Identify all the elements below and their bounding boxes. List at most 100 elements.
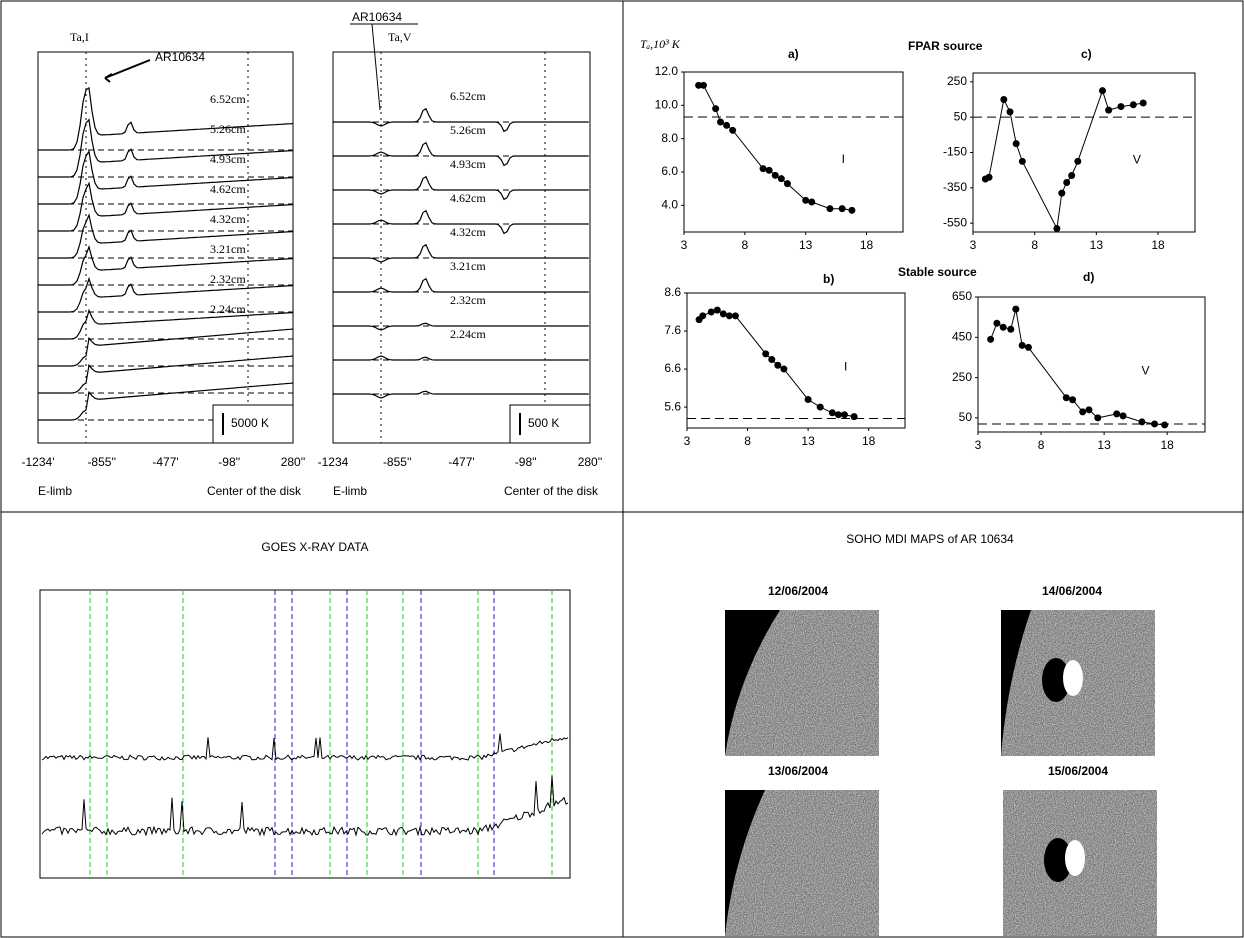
y-tick-label: 8.6	[664, 285, 681, 299]
point	[762, 350, 770, 358]
spectra-label: Ta,I	[70, 30, 89, 44]
plot-box	[686, 292, 906, 429]
point	[993, 319, 1001, 327]
y-tick-label: -550	[943, 215, 967, 229]
point	[1099, 87, 1106, 95]
spectrum	[38, 213, 294, 259]
point	[840, 411, 848, 419]
x-tick-label: 8	[1031, 238, 1038, 252]
point	[719, 310, 727, 318]
spectrum	[38, 276, 294, 313]
point	[717, 118, 724, 126]
limb-label: E-limb	[333, 484, 367, 498]
point	[816, 403, 824, 411]
spectrum	[38, 355, 294, 394]
flux-line	[41, 733, 569, 761]
series-line	[985, 89, 1144, 231]
y-tick-label: 50	[954, 109, 968, 123]
center-label: Center of the disk	[207, 484, 302, 498]
limb	[1001, 610, 1031, 756]
point	[1105, 106, 1113, 114]
map-date: 12/06/2004	[768, 584, 828, 598]
point	[1129, 101, 1137, 109]
center-label: Center of the disk	[504, 484, 599, 498]
y-tick-label: 50	[959, 410, 973, 424]
wavelength-label: 3.21cm	[450, 259, 486, 273]
map-date: 13/06/2004	[768, 764, 828, 778]
spectrum	[38, 328, 294, 367]
y-tick-label: 4.0	[661, 198, 678, 212]
spectrum	[333, 390, 588, 399]
wavelength-label: 4.62cm	[210, 182, 246, 196]
wavelength-label: 4.32cm	[450, 225, 486, 239]
component-label: I	[842, 152, 845, 166]
point	[1094, 414, 1102, 422]
x-label: -855''	[383, 455, 412, 469]
wavelength-label: 5.26cm	[210, 122, 246, 136]
point	[1012, 305, 1020, 313]
panel-label: d)	[1083, 270, 1094, 284]
component-label: V	[1133, 153, 1141, 167]
x-tick-label: 13	[1090, 238, 1104, 252]
spectrum	[38, 149, 294, 205]
point	[731, 312, 739, 320]
point	[699, 81, 707, 89]
point	[1018, 341, 1026, 349]
y-tick-label: 8.0	[661, 131, 678, 145]
y-tick-label: 250	[947, 74, 967, 88]
limb	[725, 790, 765, 936]
panel-label: a)	[788, 47, 799, 61]
limb	[725, 610, 780, 756]
spectrum	[333, 141, 588, 167]
pointer	[104, 59, 151, 83]
x-tick-label: 18	[860, 238, 874, 252]
point	[1068, 171, 1076, 179]
spectrum	[333, 277, 588, 293]
spectrum	[38, 86, 294, 151]
component-label: I	[844, 359, 847, 373]
x-tick-label: 3	[975, 438, 982, 452]
point	[725, 312, 733, 320]
x-tick-label: 8	[744, 434, 751, 448]
y-tick-label: 6.6	[664, 361, 681, 375]
point	[774, 361, 782, 369]
wavelength-label: 2.24cm	[450, 327, 486, 341]
x-tick-label: 13	[1097, 438, 1111, 452]
x-tick-label: 3	[684, 434, 691, 448]
point	[802, 196, 810, 204]
x-tick-label: 13	[799, 238, 813, 252]
spectrum	[333, 322, 588, 331]
point	[1024, 343, 1032, 351]
y-tick-label: 450	[952, 329, 972, 343]
y-tick-label: 650	[952, 289, 972, 303]
x-tick-label: 18	[1151, 238, 1165, 252]
point	[712, 105, 720, 113]
wavelength-label: 6.52cm	[210, 92, 246, 106]
point	[1069, 396, 1077, 404]
point	[850, 413, 858, 421]
y-tick-label: -350	[943, 180, 967, 194]
point	[729, 126, 737, 134]
plot-box	[977, 296, 1206, 433]
spectrum	[333, 209, 588, 235]
point	[828, 409, 836, 417]
x-tick-label: 13	[801, 434, 815, 448]
point	[771, 171, 779, 179]
wavelength-label: 2.24cm	[210, 302, 246, 316]
map-date: 15/06/2004	[1048, 764, 1108, 778]
x-label: 280''	[578, 455, 603, 469]
x-label: -855''	[87, 455, 116, 469]
pointer	[350, 23, 418, 111]
heading: FPAR source	[908, 39, 983, 53]
point	[699, 312, 707, 320]
point	[834, 411, 842, 419]
spot	[1044, 838, 1072, 882]
spot	[1042, 658, 1070, 702]
x-label: -98''	[515, 455, 537, 469]
point	[1062, 394, 1070, 402]
point	[848, 206, 856, 214]
soho-title: SOHO MDI MAPS of AR 10634	[846, 532, 1014, 546]
x-tick-label: 3	[681, 238, 688, 252]
